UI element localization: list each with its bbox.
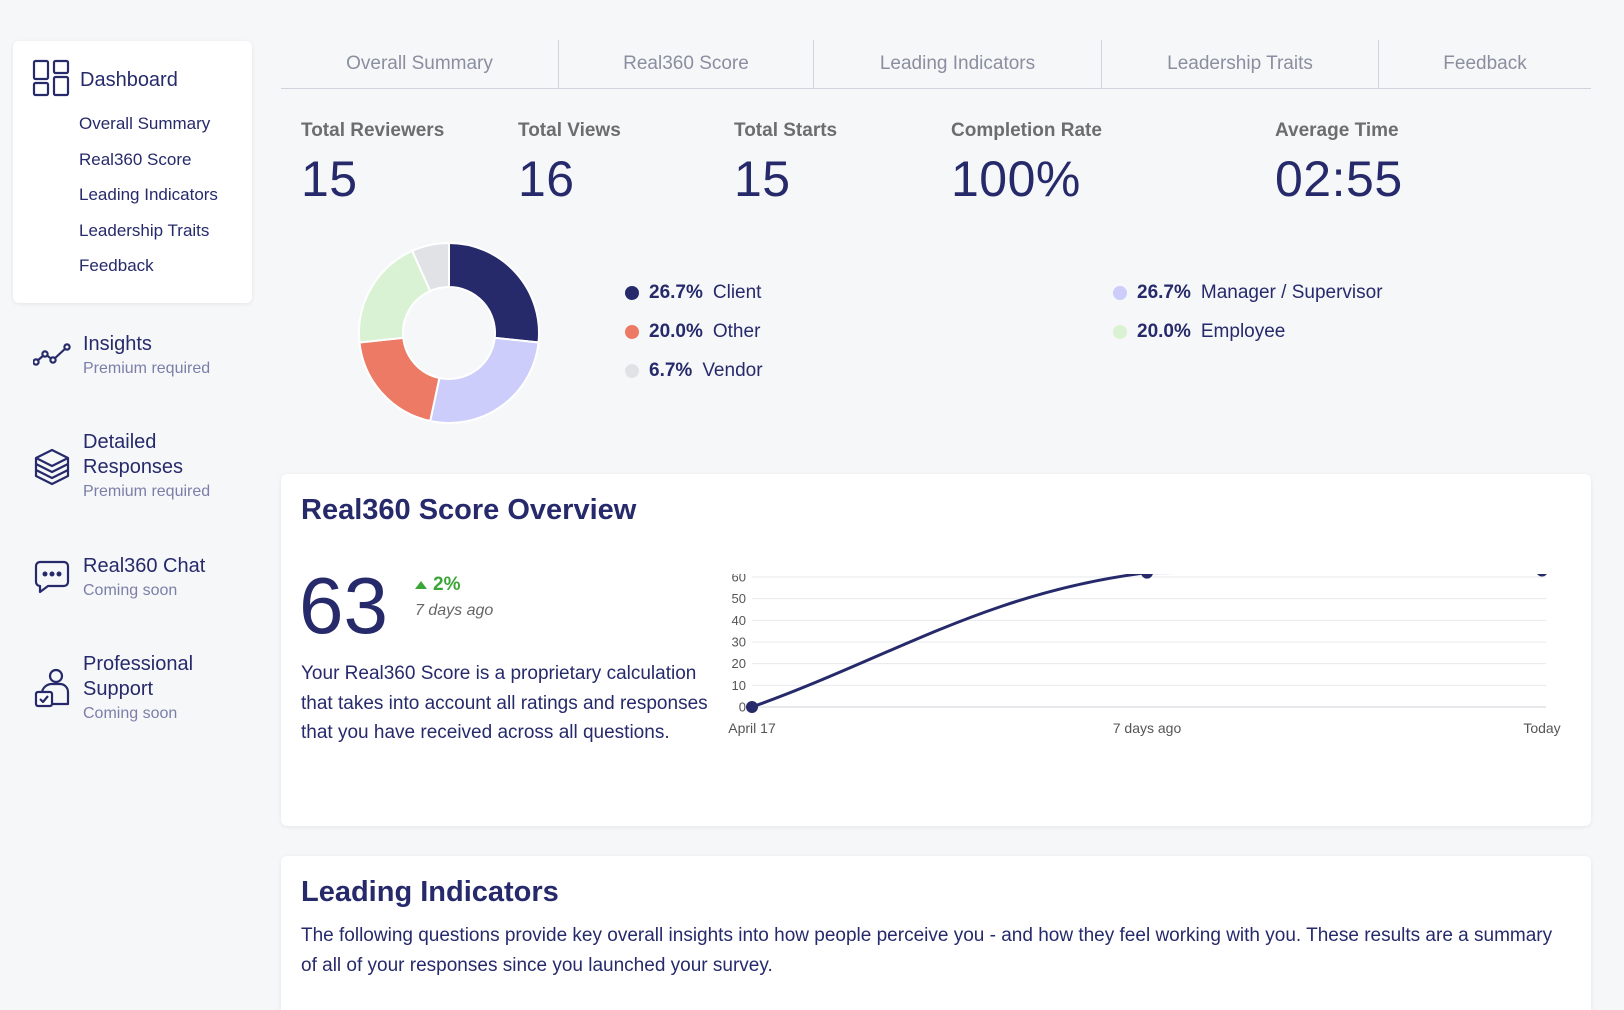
legend-pct: 6.7%: [649, 360, 693, 381]
legend-dot: [1113, 286, 1127, 300]
nav-professional-support-subtitle: Coming soon: [83, 705, 178, 722]
stat-value: 15: [734, 151, 791, 207]
x-tick-label: 7 days ago: [1113, 720, 1182, 736]
stat-value: 15: [301, 151, 358, 207]
support-person-icon: [33, 668, 71, 708]
reviewer-breakdown-donut: [358, 241, 540, 424]
leading-indicators-title: Leading Indicators: [301, 876, 559, 908]
legend-item-vendor: 6.7% Vendor: [625, 360, 763, 382]
y-tick-label: 60: [732, 574, 746, 585]
dashboard-link[interactable]: Dashboard: [32, 59, 178, 102]
nav-detailed-responses[interactable]: Detailed Responses Premium required: [33, 430, 243, 502]
stat-total-starts: Total Starts 15: [734, 120, 837, 208]
nav-insights-subtitle: Premium required: [83, 360, 211, 377]
legend-label: Employee: [1200, 321, 1286, 342]
stat-total-views: Total Views 16: [518, 120, 621, 208]
nav-insights-title: Insights: [83, 333, 152, 355]
tab-overall-summary[interactable]: Overall Summary: [281, 40, 559, 88]
legend-pct: 26.7%: [1137, 282, 1191, 303]
score-description: Your Real360 Score is a proprietary calc…: [301, 663, 708, 743]
x-tick-label: April 17: [728, 720, 776, 736]
dashboard-submenu: Overall Summary Real360 Score Leading In…: [79, 114, 218, 292]
stat-value: 100%: [951, 151, 1081, 207]
nav-real360-chat-title: Real360 Chat: [83, 555, 206, 577]
leading-indicators-description: The following questions provide key over…: [301, 925, 1553, 976]
y-tick-label: 0: [739, 700, 746, 715]
stat-value: 16: [518, 151, 575, 207]
up-arrow-icon: [415, 581, 427, 589]
legend-item-employee: 20.0% Employee: [1113, 321, 1285, 343]
donut-slice-manager-supervisor: [429, 336, 540, 424]
legend-label: Other: [712, 321, 761, 342]
legend-item-manager: 26.7% Manager / Supervisor: [1113, 282, 1383, 304]
nav-insights[interactable]: Insights Premium required: [33, 332, 210, 379]
score-change-period: 7 days ago: [415, 602, 494, 619]
nav-professional-support-title: Professional Support: [83, 653, 194, 700]
score-data-point: [1141, 574, 1153, 579]
stat-completion-rate: Completion Rate 100%: [951, 120, 1102, 208]
score-change: 2%: [415, 574, 460, 596]
donut-slice-client: [448, 241, 540, 344]
score-change-value: 2%: [433, 574, 461, 595]
tab-feedback[interactable]: Feedback: [1443, 53, 1527, 74]
leading-indicators-card: Leading Indicators The following questio…: [281, 856, 1591, 1010]
x-tick-label: Today: [1523, 720, 1560, 736]
legend-pct: 20.0%: [1137, 321, 1191, 342]
donut-slice-vendor: [410, 241, 450, 293]
tab-leadership-traits[interactable]: Leadership Traits: [1102, 40, 1379, 88]
stat-label: Completion Rate: [951, 120, 1102, 141]
y-tick-label: 50: [732, 591, 746, 606]
stat-label: Average Time: [1275, 120, 1399, 141]
layers-icon: [33, 448, 71, 486]
score-data-point: [746, 701, 758, 713]
y-tick-label: 40: [732, 613, 746, 628]
legend-dot: [625, 325, 639, 339]
nav-real360-chat[interactable]: Real360 Chat Coming soon: [33, 554, 205, 601]
legend-item-client: 26.7% Client: [625, 282, 761, 304]
submenu-leadership-traits[interactable]: Leadership Traits: [79, 220, 210, 240]
score-series-line: [751, 574, 1178, 709]
stat-value: 02:55: [1275, 151, 1403, 207]
y-tick-label: 30: [732, 635, 746, 650]
dashboard-menu-card: Dashboard Overall Summary Real360 Score …: [13, 41, 252, 303]
legend-dot: [625, 364, 639, 378]
stat-label: Total Starts: [734, 120, 838, 141]
legend-dot: [1113, 325, 1127, 339]
chat-icon: [33, 558, 71, 594]
nav-detailed-responses-title: Detailed Responses: [83, 431, 184, 478]
dashboard-icon: [32, 59, 70, 102]
stat-label: Total Views: [518, 120, 621, 141]
submenu-overall-summary[interactable]: Overall Summary: [79, 114, 211, 133]
tab-leading-indicators[interactable]: Leading Indicators: [814, 40, 1102, 88]
legend-dot: [625, 286, 639, 300]
score-value: 63: [299, 561, 388, 650]
submenu-feedback[interactable]: Feedback: [79, 256, 154, 275]
submenu-leading-indicators[interactable]: Leading Indicators: [79, 185, 218, 204]
legend-pct: 20.0%: [649, 321, 703, 342]
donut-slice-other: [358, 336, 441, 423]
submenu-real360-score[interactable]: Real360 Score: [79, 149, 192, 169]
nav-real360-chat-subtitle: Coming soon: [83, 582, 178, 599]
dashboard-label: Dashboard: [80, 69, 178, 91]
score-overview-title: Real360 Score Overview: [301, 494, 637, 526]
legend-label: Vendor: [702, 360, 763, 381]
legend-item-other: 20.0% Other: [625, 321, 760, 343]
legend-label: Manager / Supervisor: [1200, 282, 1383, 303]
stat-average-time: Average Time 02:55: [1275, 120, 1403, 208]
score-line-chart: 0 10 20 30 40 50 60 April 17 7 days ago Today: [728, 574, 1561, 736]
nav-professional-support[interactable]: Professional Support Coming soon: [33, 652, 243, 724]
stat-label: Total Reviewers: [301, 120, 445, 141]
section-tabs: Overall Summary Real360 Score Leading In…: [281, 40, 1591, 89]
legend-pct: 26.7%: [649, 282, 703, 303]
tab-real360-score[interactable]: Real360 Score: [559, 40, 814, 88]
y-tick-label: 20: [732, 656, 746, 671]
stat-total-reviewers: Total Reviewers 15: [301, 120, 444, 208]
legend-label: Client: [712, 282, 762, 303]
nav-detailed-responses-subtitle: Premium required: [83, 483, 211, 500]
y-tick-label: 10: [732, 678, 746, 693]
score-data-point: [1537, 574, 1547, 577]
score-overview-card: Real360 Score Overview 63 2% 7 days ago …: [281, 474, 1591, 826]
insights-icon: [33, 342, 71, 368]
